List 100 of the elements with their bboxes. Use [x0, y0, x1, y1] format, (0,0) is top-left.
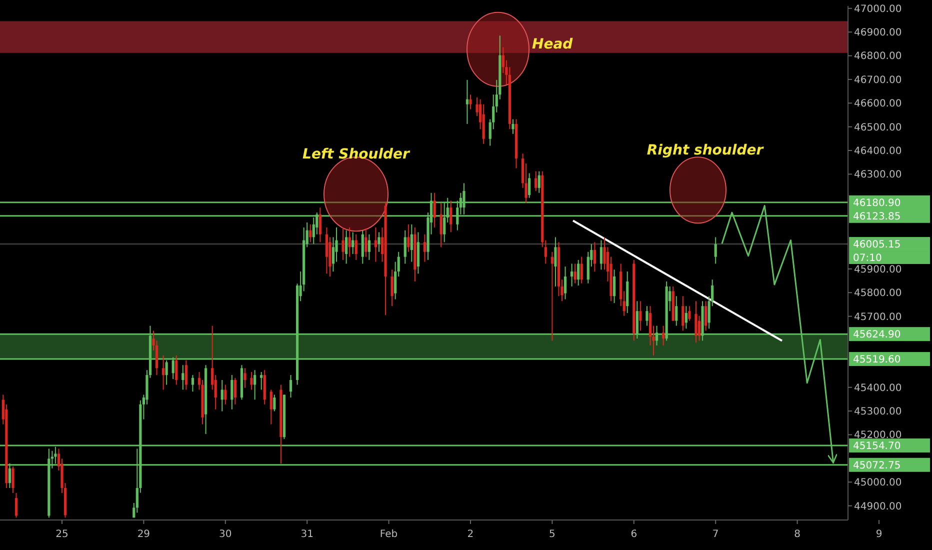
candlestick	[612, 269, 616, 304]
candlestick	[593, 242, 596, 272]
candlestick	[538, 170, 540, 194]
y-tick-label: 45900.00	[854, 264, 902, 276]
candlestick	[698, 315, 701, 342]
x-tick-label: 7	[712, 529, 719, 540]
x-tick-label: 6	[630, 529, 638, 540]
candlestick	[684, 306, 688, 330]
y-tick-label: 46900.00	[854, 28, 902, 39]
annotation: Head	[532, 36, 574, 52]
candlestick	[230, 374, 234, 410]
candlestick	[688, 306, 691, 322]
candlestick	[184, 360, 188, 390]
candlestick	[554, 236, 557, 287]
x-tick-label: 25	[56, 529, 68, 540]
candlestick	[423, 234, 426, 262]
y-tick-label: 47000.00	[854, 4, 902, 15]
candlestick	[325, 226, 328, 274]
candlestick	[361, 230, 364, 264]
ref-line-label: 46123.85	[853, 211, 901, 222]
candlestick	[348, 226, 351, 258]
candlestick	[466, 79, 469, 124]
candlestick	[175, 354, 178, 386]
candlestick	[574, 263, 576, 284]
candlestick	[469, 94, 472, 110]
candlestick	[224, 384, 227, 405]
ref-line-label: 46180.90	[853, 198, 901, 209]
candlestick	[250, 371, 253, 390]
x-tick-label: 8	[794, 529, 800, 540]
candlestick	[404, 230, 406, 264]
candlestick	[682, 296, 684, 332]
y-tick-label: 46800.00	[854, 51, 902, 62]
candlestick	[345, 230, 348, 264]
candlestick	[270, 389, 272, 425]
y-tick-label: 46400.00	[854, 146, 902, 157]
x-tick-label: 5	[549, 529, 556, 540]
candlestick	[364, 228, 368, 258]
candlestick	[374, 226, 378, 262]
candlestick	[244, 368, 246, 388]
y-tick-label: 46600.00	[854, 98, 902, 110]
candlestick	[580, 256, 583, 284]
ref-line-label: 45624.90	[853, 330, 901, 341]
candlestick	[694, 300, 698, 344]
x-tick-label: 31	[300, 529, 314, 540]
candlestick	[433, 192, 436, 228]
candlestick	[220, 380, 224, 412]
candlestick	[534, 170, 538, 192]
candlestick	[410, 224, 413, 262]
y-tick-label: 46300.00	[854, 170, 902, 181]
candlestick	[600, 240, 603, 270]
annotation: Left Shoulder	[302, 146, 411, 163]
candlestick	[378, 232, 380, 252]
x-tick-label: 29	[137, 529, 150, 540]
candlestick	[639, 300, 642, 332]
y-tick-label: 45000.00	[854, 478, 902, 489]
candlestick	[254, 370, 256, 400]
candlestick	[550, 251, 554, 342]
candlestick	[318, 207, 322, 243]
candlestick	[450, 200, 452, 233]
candlestick	[528, 172, 531, 198]
candlestick	[182, 364, 184, 390]
x-tick-label: 30	[219, 529, 232, 540]
candlestick	[564, 266, 567, 300]
annotation: Right shoulder	[646, 142, 764, 159]
candlestick	[512, 118, 514, 134]
candlestick	[12, 466, 14, 494]
candlestick	[191, 374, 194, 392]
candlestick	[162, 354, 165, 390]
candlestick	[14, 492, 18, 518]
ref-line-label: 45154.70	[853, 440, 901, 452]
candlestick	[260, 371, 263, 390]
y-tick-label: 46500.00	[854, 122, 902, 134]
ref-line-label: 45072.75	[853, 460, 901, 472]
candlestick	[390, 269, 394, 307]
candlestick	[577, 259, 580, 286]
candlestick	[704, 300, 708, 332]
candlestick	[273, 394, 276, 412]
y-tick-label: 45300.00	[854, 406, 902, 418]
y-tick-label: 45200.00	[854, 430, 902, 442]
candlestick	[354, 234, 358, 260]
candlestick	[368, 234, 370, 260]
annotation: 07:10	[853, 253, 882, 264]
candlestick	[309, 224, 312, 243]
candlestick	[646, 306, 648, 326]
y-tick-label: 46700.00	[854, 74, 902, 86]
candlestick	[234, 377, 236, 405]
candlestick	[675, 296, 678, 326]
candlestick	[407, 224, 410, 252]
y-tick-label: 45800.00	[854, 288, 902, 300]
candlestick	[342, 226, 344, 260]
candlestick	[570, 263, 574, 287]
y-tick-label: 45400.00	[854, 382, 902, 394]
x-tick-label: 9	[876, 529, 882, 540]
candlestick	[352, 232, 354, 254]
candlestick	[440, 202, 442, 248]
y-tick-label: 44900.00	[854, 501, 902, 512]
ref-line-label: 45519.60	[853, 354, 901, 366]
candlestick	[662, 325, 665, 346]
x-tick-label: 2	[467, 529, 474, 540]
x-tick-label: Feb	[380, 529, 398, 540]
